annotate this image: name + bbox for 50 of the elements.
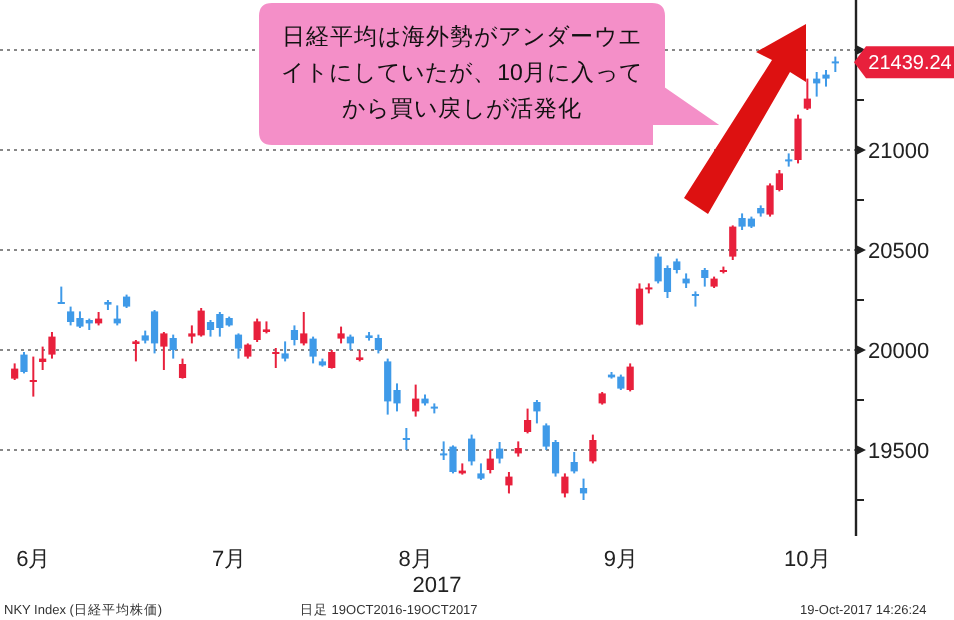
candlestick <box>570 451 578 475</box>
candlestick <box>561 472 569 499</box>
candlestick <box>281 340 289 363</box>
x-tick-label: 7月 <box>212 548 247 572</box>
x-tick-label: 10月 <box>784 548 831 572</box>
candlestick <box>402 427 410 451</box>
candlestick <box>20 351 28 375</box>
candlestick <box>300 311 308 347</box>
candlestick <box>272 347 280 369</box>
candlestick <box>160 331 168 371</box>
y-tick-label: 20500 <box>868 240 930 264</box>
candlestick <box>626 362 634 393</box>
candlestick <box>505 471 513 495</box>
candlestick <box>412 383 420 418</box>
candlestick <box>785 152 793 168</box>
y-tick-label: 21000 <box>868 140 930 164</box>
candlestick <box>533 399 541 425</box>
x-tick-label: 9月 <box>603 548 638 572</box>
candlestick <box>691 290 700 308</box>
candlestick <box>701 267 709 288</box>
candlestick <box>486 449 494 475</box>
candlestick <box>523 407 532 435</box>
candlestick <box>663 264 672 299</box>
candlestick <box>309 335 317 365</box>
candlestick <box>29 355 37 398</box>
y-tick-label: 19500 <box>868 440 930 464</box>
x-tick-label: 8月 <box>398 548 433 572</box>
candlestick <box>328 349 336 370</box>
candlestick <box>374 333 382 355</box>
candlestick <box>178 357 187 380</box>
candlestick <box>468 433 476 467</box>
candlestick <box>794 113 802 165</box>
candlestick <box>150 309 159 355</box>
candlestick <box>635 282 644 327</box>
candlestick <box>579 477 588 501</box>
candlestick <box>496 441 504 465</box>
candlestick <box>290 324 299 347</box>
x-tick-label: 6月 <box>16 548 51 572</box>
text: 21439.24 <box>868 53 953 76</box>
candlestick <box>234 332 243 360</box>
y-tick-label: 20000 <box>868 340 930 364</box>
candlestick <box>48 331 56 360</box>
annotation: 日経平均は海外勢がアンダーウエイトにしていたが、10月に入ってから買い戻しが活発化 <box>281 24 643 122</box>
candlestick <box>169 333 177 360</box>
candlestick <box>132 339 140 363</box>
x-axis-title: 2017 <box>412 574 462 598</box>
picture-callout: 日経平均は海外勢がアンダーウエイトにしていたが、10月に入ってから買い戻しが活発化 <box>259 3 717 145</box>
candlestick <box>803 77 811 111</box>
candlestick <box>729 224 737 261</box>
candlestick <box>589 433 597 465</box>
